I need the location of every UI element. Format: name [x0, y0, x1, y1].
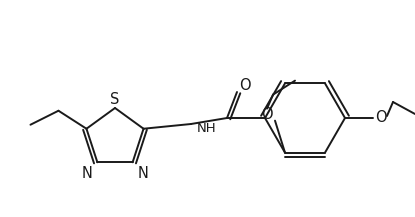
Text: O: O: [375, 110, 387, 125]
Text: O: O: [239, 79, 251, 94]
Text: N: N: [81, 166, 93, 181]
Text: N: N: [138, 166, 149, 181]
Text: O: O: [261, 107, 273, 122]
Text: S: S: [110, 92, 120, 107]
Text: NH: NH: [197, 123, 217, 135]
